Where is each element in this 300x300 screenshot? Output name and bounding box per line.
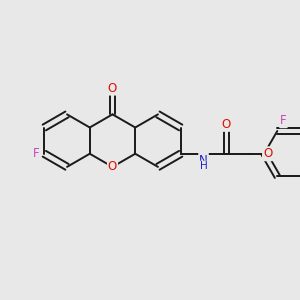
Text: O: O — [108, 160, 117, 173]
Text: H: H — [200, 161, 207, 171]
Text: F: F — [280, 114, 287, 127]
Text: O: O — [222, 118, 231, 131]
Text: O: O — [263, 147, 272, 160]
Text: F: F — [33, 147, 40, 160]
Text: O: O — [108, 82, 117, 94]
Text: N: N — [199, 154, 208, 167]
